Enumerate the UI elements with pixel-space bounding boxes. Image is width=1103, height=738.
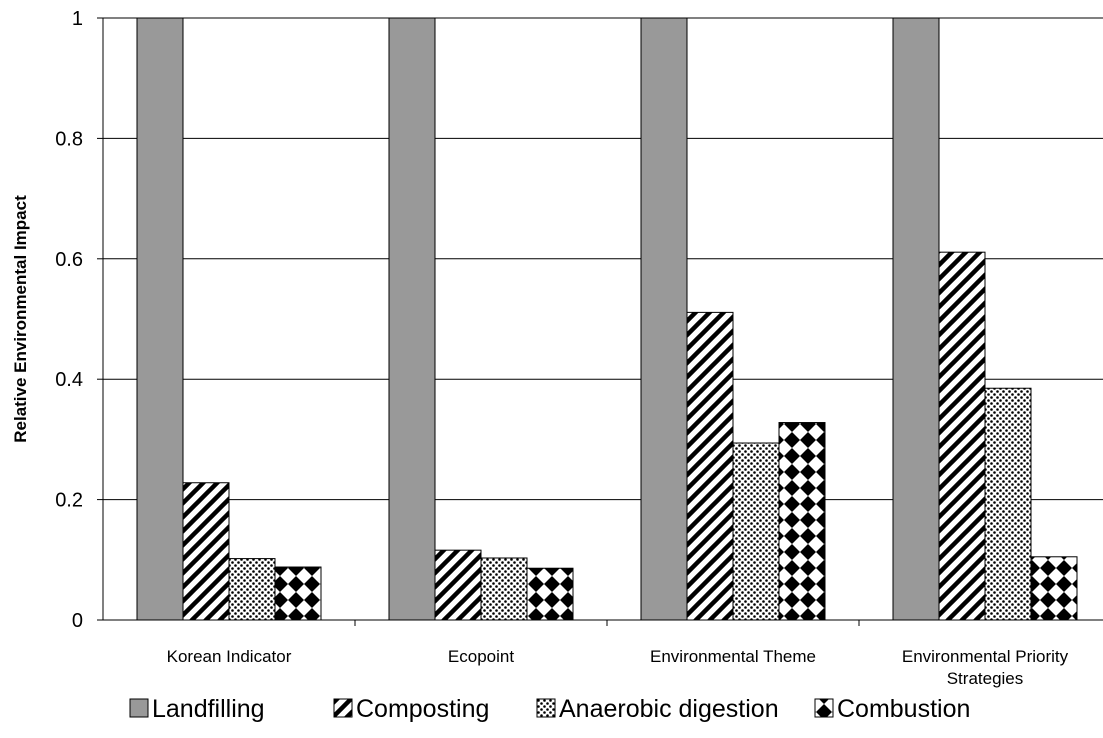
legend: Landfilling Composting Anaerobic digestion… — [129, 695, 970, 723]
bar-composting — [434, 549, 482, 621]
legend-label-composting: Composting — [356, 695, 489, 723]
x-category-label: Strategies — [947, 669, 1024, 688]
legend-label-anaerobic-digestion: Anaerobic digestion — [559, 695, 779, 723]
axis-labels: 0 0.2 0.4 0.6 0.8 1 Korean Indicator Ecopoint En… — [11, 8, 1069, 688]
y-axis-label: Relative Environmental Impact — [11, 195, 30, 443]
y-tick-label: 0.4 — [55, 369, 83, 391]
legend-label-combustion: Combustion — [837, 695, 970, 723]
bar-combustion — [274, 566, 322, 621]
bar-combustion — [526, 567, 574, 621]
bar-landfilling — [640, 17, 688, 621]
legend-swatch-composting — [333, 698, 353, 718]
x-category-label: Ecopoint — [448, 647, 514, 666]
x-category-label: Environmental Theme — [650, 647, 816, 666]
y-tick-label: 1 — [72, 8, 83, 30]
y-tick-label: 0 — [72, 610, 83, 632]
legend-swatch-combustion — [814, 698, 834, 718]
legend-label-landfilling: Landfilling — [152, 695, 265, 723]
bar-composting — [686, 311, 734, 621]
y-tick-label: 0.6 — [55, 249, 83, 271]
y-tick-label: 0.2 — [55, 490, 83, 512]
bar-landfilling — [892, 17, 940, 621]
bar-combustion — [1030, 556, 1078, 621]
bar-composting — [182, 482, 230, 621]
bar-combustion — [778, 422, 826, 621]
bar-landfilling — [388, 17, 436, 621]
bar-anaerobic-digestion — [732, 442, 780, 621]
bars — [136, 17, 1078, 621]
legend-swatch-landfilling — [129, 698, 149, 718]
x-category-label: Environmental Priority — [902, 647, 1069, 666]
bar-anaerobic-digestion — [984, 387, 1032, 621]
bar-anaerobic-digestion — [228, 558, 276, 621]
x-category-label: Korean Indicator — [167, 647, 292, 666]
bar-landfilling — [136, 17, 184, 621]
bar-anaerobic-digestion — [480, 557, 528, 621]
bar-composting — [938, 251, 986, 621]
legend-swatch-anaerobic-digestion — [536, 698, 556, 718]
y-tick-label: 0.8 — [55, 128, 83, 150]
